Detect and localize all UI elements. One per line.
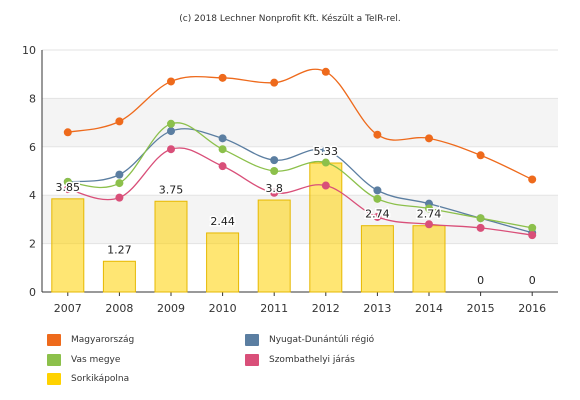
data-point <box>425 204 433 213</box>
data-point <box>218 145 227 154</box>
data-point <box>270 156 279 165</box>
legend-swatch <box>47 334 61 346</box>
data-point <box>218 162 227 171</box>
y-tick-label: 4 <box>29 189 36 202</box>
data-point <box>167 77 175 86</box>
data-point <box>373 130 382 139</box>
plot-band <box>42 98 558 147</box>
y-tick-label: 10 <box>22 44 36 57</box>
series-line <box>67 122 533 229</box>
y-tick-label: 8 <box>29 92 36 105</box>
x-tick-label: 2009 <box>157 302 185 315</box>
legend-label: Sorkikápolna <box>71 374 130 384</box>
data-point <box>218 73 227 82</box>
x-tick-label: 2010 <box>209 302 237 315</box>
data-point <box>425 134 433 143</box>
bar-data-label: 5.33 <box>314 145 339 158</box>
bar-data-label: 0 <box>529 274 536 287</box>
data-point <box>373 186 382 195</box>
data-point <box>115 170 124 179</box>
data-point <box>528 175 537 184</box>
data-point <box>167 127 175 136</box>
y-tick-label: 6 <box>29 141 36 154</box>
bar <box>102 260 136 293</box>
data-point <box>476 223 485 232</box>
data-point <box>115 193 124 202</box>
bar <box>257 199 291 293</box>
legend-item-vas-megye[interactable]: Vas megye <box>47 354 120 366</box>
series-line <box>67 147 533 236</box>
data-point <box>270 78 279 87</box>
x-tick-label: 2013 <box>363 302 391 315</box>
legend-label: Szombathelyi járás <box>269 355 355 365</box>
data-point <box>321 158 330 167</box>
data-point <box>321 146 330 155</box>
bar-data-label: 2.74 <box>417 208 442 221</box>
x-tick-label: 2016 <box>518 302 546 315</box>
bar-data-label: 3.75 <box>159 183 184 196</box>
bar-data-label: 1.27 <box>107 243 132 256</box>
legend-swatch <box>245 354 259 366</box>
data-point <box>115 179 124 188</box>
legend-swatch <box>47 354 61 366</box>
x-tick-label: 2014 <box>415 302 443 315</box>
bar <box>412 225 446 293</box>
x-tick-label: 2008 <box>105 302 133 315</box>
legend-label: Magyarország <box>71 335 135 345</box>
data-point <box>528 223 537 232</box>
bar-data-label: 2.74 <box>365 208 390 221</box>
legend-item-sorkikapolna[interactable]: Sorkikápolna <box>47 373 129 385</box>
data-point <box>63 128 72 137</box>
legend-item-magyarorszag[interactable]: Magyarország <box>47 334 134 346</box>
data-point <box>167 145 175 154</box>
x-tick-label: 2015 <box>467 302 495 315</box>
bar <box>51 198 85 293</box>
legend-swatch <box>245 334 259 346</box>
x-tick-label: 2007 <box>54 302 82 315</box>
series-line <box>67 68 533 181</box>
data-point <box>167 119 175 128</box>
plot-band <box>42 195 558 244</box>
legend-label: Nyugat-Dunántúli régió <box>269 335 375 345</box>
legend-label: Vas megye <box>71 355 121 365</box>
legend-swatch <box>47 373 61 385</box>
bar-data-label: 3.8 <box>265 182 283 195</box>
x-tick-label: 2012 <box>312 302 340 315</box>
legend-item-nyugat-dunantuli-regio[interactable]: Nyugat-Dunántúli régió <box>245 334 374 346</box>
data-point <box>270 167 279 175</box>
data-point <box>63 185 72 194</box>
bar-data-label: 2.44 <box>210 215 235 228</box>
bar <box>154 200 188 293</box>
bar-data-label: 3.85 <box>56 181 81 194</box>
data-point <box>321 67 330 76</box>
credit-text: (c) 2018 Lechner Nonprofit Kft. Készült … <box>179 14 401 24</box>
data-point <box>115 117 124 126</box>
y-tick-label: 2 <box>29 238 36 251</box>
data-point <box>476 214 485 223</box>
data-point <box>476 151 485 160</box>
data-point <box>63 177 72 186</box>
data-point <box>528 231 537 240</box>
bar <box>206 232 240 293</box>
y-tick-label: 0 <box>29 286 36 299</box>
data-point <box>218 134 227 143</box>
bar-data-label: 0 <box>477 274 484 287</box>
data-point <box>321 181 330 190</box>
legend-item-szombathelyi-jaras[interactable]: Szombathelyi járás <box>245 354 355 366</box>
bar <box>360 225 394 293</box>
data-point <box>425 220 433 229</box>
data-point <box>373 194 382 203</box>
data-point <box>373 212 382 221</box>
data-point <box>270 188 279 197</box>
x-tick-label: 2011 <box>260 302 288 315</box>
